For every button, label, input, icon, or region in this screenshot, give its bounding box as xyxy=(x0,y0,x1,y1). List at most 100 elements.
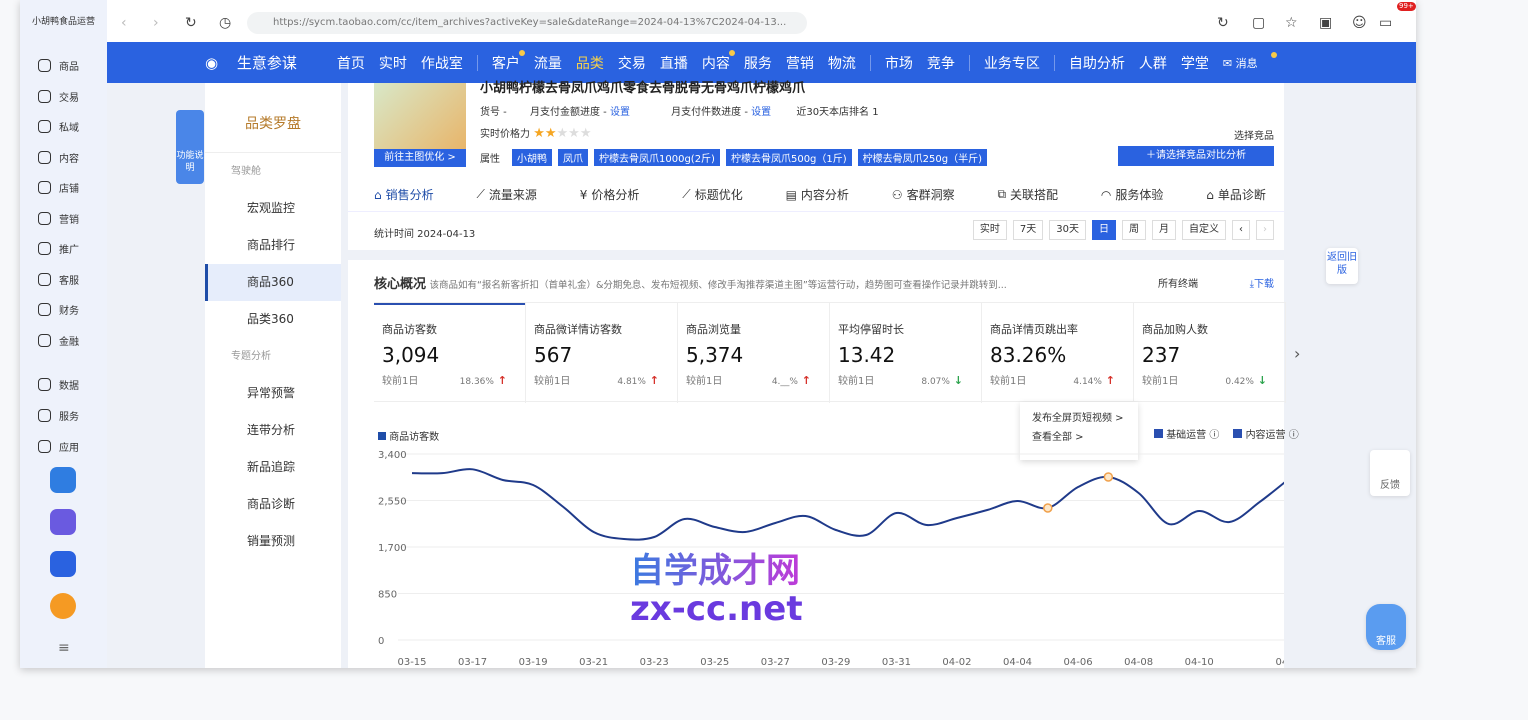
kpi-card[interactable]: 商品浏览量 5,374 较前1日 4.__% ↑ xyxy=(678,303,830,403)
data-point[interactable] xyxy=(618,533,630,545)
prev-date-button[interactable]: ‹ xyxy=(1232,220,1250,240)
view-all-link[interactable]: 查看全部 > xyxy=(1032,432,1084,443)
history-icon[interactable]: ◷ xyxy=(219,15,232,31)
hamburger-icon[interactable]: ≡ xyxy=(58,640,70,656)
data-point[interactable] xyxy=(497,474,509,486)
top-nav-item[interactable]: 品类 xyxy=(575,55,604,72)
top-nav-item[interactable]: 竞争 xyxy=(926,55,955,72)
tab-0[interactable]: ⌂ 销售分析 xyxy=(374,187,434,203)
hand-app-icon[interactable] xyxy=(50,593,76,619)
top-nav-item[interactable]: 营销 xyxy=(785,55,814,72)
app-nav-item[interactable]: 商品 xyxy=(38,58,79,73)
top-nav-item[interactable]: 物流 xyxy=(827,55,856,72)
tab-2[interactable]: ¥ 价格分析 xyxy=(579,187,640,203)
visitor-trend-chart[interactable]: 0 850 1,700 2,550 3,400 03-15 03-17 03-19 03-21 0… xyxy=(348,444,1284,668)
product-title[interactable]: 小胡鸭柠檬去骨凤爪鸡爪零食去骨脱骨无骨鸡爪柠檬鸡爪 xyxy=(480,81,806,96)
top-nav-item[interactable]: 直播 xyxy=(659,55,688,72)
app-nav-item[interactable]: 数据 xyxy=(38,377,79,392)
period-button[interactable]: 7天 xyxy=(1012,220,1044,240)
publish-video-link[interactable]: 发布全屏页短视频 > xyxy=(1032,413,1124,424)
data-point[interactable] xyxy=(981,504,993,516)
data-point[interactable] xyxy=(436,467,448,479)
app-nav-item[interactable]: 私域 xyxy=(38,119,79,134)
tab-6[interactable]: ⧉ 关联搭配 xyxy=(997,187,1059,202)
top-nav-item[interactable]: 客户 xyxy=(492,49,525,73)
kpi-card[interactable]: 商品访客数 3,094 较前1日 18.36% ↑ xyxy=(374,303,526,403)
notes-app-icon[interactable] xyxy=(50,509,76,535)
top-nav-item[interactable]: 业务专区 xyxy=(983,55,1040,72)
top-nav-item[interactable]: 自助分析 xyxy=(1068,55,1125,72)
data-point[interactable] xyxy=(1193,505,1205,517)
messages-button[interactable]: ✉ 消息 xyxy=(1223,51,1277,71)
data-point[interactable] xyxy=(557,501,569,513)
kpi-card[interactable]: 平均停留时长 13.42 较前1日 8.07% ↓ xyxy=(830,303,982,403)
data-point[interactable] xyxy=(951,512,963,524)
event-marker[interactable] xyxy=(1043,503,1053,513)
top-nav-item[interactable]: 内容 xyxy=(702,49,735,73)
period-button[interactable]: 月 xyxy=(1152,220,1176,240)
data-point[interactable] xyxy=(678,513,690,525)
tab-5[interactable]: ⚇ 客群洞察 xyxy=(891,187,955,203)
feedback-button[interactable]: 反馈 xyxy=(1370,450,1410,496)
app-nav-item[interactable]: 客服 xyxy=(38,272,79,287)
top-nav-item[interactable]: 流量 xyxy=(533,55,562,72)
period-button[interactable]: 日 xyxy=(1092,220,1116,240)
top-nav-item[interactable]: 首页 xyxy=(336,55,365,72)
star-icon[interactable]: ☆ xyxy=(1285,15,1298,31)
sidebar-item[interactable]: 异常预警 xyxy=(247,386,296,400)
next-kpi-arrow[interactable]: › xyxy=(1294,344,1301,363)
data-point[interactable] xyxy=(1012,495,1024,507)
app-nav-item[interactable]: 推广 xyxy=(38,241,79,256)
data-point[interactable] xyxy=(709,521,721,533)
reload-icon[interactable]: ↻ xyxy=(185,15,197,31)
compare-competitor-button[interactable]: ＋请选择竞品对比分析 xyxy=(1118,146,1274,166)
next-date-button[interactable]: › xyxy=(1256,220,1274,240)
sidebar-item[interactable]: 宏观监控 xyxy=(247,201,296,215)
data-point[interactable] xyxy=(1223,516,1235,528)
event-type-checkbox[interactable]: 内容运营 ⓘ xyxy=(1233,429,1299,441)
data-point[interactable] xyxy=(769,517,781,529)
data-point[interactable] xyxy=(800,510,812,522)
optimize-main-image-button[interactable]: 前往主图优化 > xyxy=(374,149,466,167)
address-bar[interactable]: https://sycm.taobao.com/cc/item_archives… xyxy=(247,12,807,34)
data-point[interactable] xyxy=(467,463,479,475)
sidebar-item[interactable]: 新品追踪 xyxy=(247,460,296,474)
event-marker[interactable] xyxy=(1103,472,1114,482)
app-nav-item[interactable]: 交易 xyxy=(38,89,79,104)
chart-legend[interactable]: 商品访客数 xyxy=(378,428,439,443)
sidebar-item[interactable]: 商品诊断 xyxy=(247,497,296,511)
top-nav-item[interactable]: 服务 xyxy=(743,55,772,72)
app-nav-item[interactable]: 应用 xyxy=(38,439,79,454)
top-nav-item[interactable]: 交易 xyxy=(617,55,646,72)
kpi-card[interactable]: 商品微详情访客数 567 较前1日 4.81% ↑ xyxy=(526,303,678,403)
tab-3[interactable]: ⟋ 标题优化 xyxy=(682,187,743,202)
tab-1[interactable]: ⟋ 流量来源 xyxy=(476,187,537,202)
sidebar-item[interactable]: 商品排行 xyxy=(247,238,296,252)
tab-8[interactable]: ⌂ 单品诊断 xyxy=(1206,187,1266,203)
download-button[interactable]: ⤓下载 xyxy=(1249,279,1274,290)
set-amount-link[interactable]: 设置 xyxy=(609,107,630,118)
data-point[interactable] xyxy=(588,526,600,538)
data-point[interactable] xyxy=(921,519,933,531)
tab-4[interactable]: ▤ 内容分析 xyxy=(785,187,849,203)
data-point[interactable] xyxy=(739,526,751,538)
data-point[interactable] xyxy=(1133,487,1145,499)
tabs-icon[interactable]: ▢ xyxy=(1252,15,1266,31)
app-nav-item[interactable]: 服务 xyxy=(38,408,79,423)
set-count-link[interactable]: 设置 xyxy=(751,107,772,118)
period-button[interactable]: 周 xyxy=(1122,220,1146,240)
return-old-version-button[interactable]: 返回旧版 xyxy=(1326,248,1358,284)
sidebar-item[interactable]: 商品360 xyxy=(205,264,341,301)
tab-7[interactable]: ◠ 服务体验 xyxy=(1100,187,1164,203)
customer-service-button[interactable]: 客服 xyxy=(1366,604,1406,650)
top-nav-item[interactable]: 学堂 xyxy=(1180,55,1209,72)
sidebar-item[interactable]: 销量预测 xyxy=(247,534,296,548)
data-point[interactable] xyxy=(830,524,842,536)
app-shortcut-icon[interactable] xyxy=(50,467,76,493)
terminal-select[interactable]: 所有终端 xyxy=(1158,279,1198,290)
period-button[interactable]: 实时 xyxy=(972,220,1007,240)
kpi-card[interactable]: 商品加购人数 237 较前1日 0.42% ↓ xyxy=(1134,303,1286,403)
extension-icon[interactable]: ☺ xyxy=(1352,15,1367,31)
refresh-icon[interactable]: ↻ xyxy=(1217,15,1229,31)
data-point[interactable] xyxy=(1163,518,1175,530)
